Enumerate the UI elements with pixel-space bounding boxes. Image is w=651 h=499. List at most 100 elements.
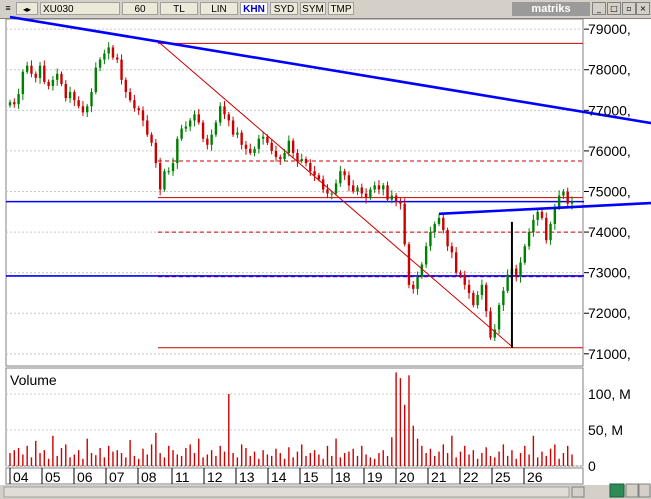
candle-body [197,114,200,123]
candle-body [86,106,89,113]
candle-body [137,108,140,111]
period-button[interactable]: 60 [122,2,158,15]
candle-body [442,217,445,231]
candle-body [25,65,29,72]
volume-tick-label: 0 [588,458,596,474]
candle-body [437,217,441,224]
dropdown-arrow-icon[interactable]: ◂▸ [16,2,38,15]
candle-body [30,65,33,74]
price-tick-label: 79000, [588,21,631,37]
candle-body [171,163,175,172]
time-tick-label: 26 [527,469,543,485]
candle-body [261,136,265,139]
candle-body [107,47,110,54]
candle-body [472,292,475,306]
scrollbar[interactable] [0,483,651,499]
candle-body [433,223,436,233]
candle-body [150,134,153,143]
candle-body [309,163,312,172]
candle-body [459,272,462,275]
currency-button[interactable]: TL [160,2,198,15]
volume-panel-frame [5,367,584,467]
candle-body [13,102,16,105]
time-tick-label: 04 [13,469,29,485]
candle-body [279,156,282,160]
price-tick-label: 77000, [588,102,631,118]
linear-scale-button[interactable]: LIN [200,2,238,15]
candle-body [68,92,72,99]
candle-body [219,106,222,123]
candles [8,42,574,342]
candle-body [283,152,286,160]
candle-body [111,47,115,58]
scroll-left-icon [625,483,639,498]
candle-body [81,106,85,113]
khn-button[interactable]: KHN [240,2,268,15]
candle-body [103,53,106,60]
symbol-field[interactable]: XU030 [40,2,120,15]
toolbar: ≡ ◂▸ XU030 60 TL LIN KHN SYD SYM TMP mat… [0,0,651,19]
candle-body [64,83,67,99]
time-tick-label: 14 [271,469,287,485]
price-tick-label: 75000, [588,183,631,199]
candle-body [399,201,402,204]
candle-body [352,185,355,192]
scroll-right-button [571,486,585,498]
sym-button[interactable]: SYM [300,2,326,15]
menu-icon[interactable]: ≡ [2,2,14,15]
time-tick-label: 22 [463,469,479,485]
candle-body [467,284,471,293]
restore-icon[interactable]: ▫ [622,2,636,15]
time-tick-label: 19 [367,469,383,485]
price-tick-label: 71000, [588,346,631,362]
candle-body [429,232,432,247]
price-tick-label: 78000, [588,62,631,78]
candle-body [51,79,55,86]
candle-body [206,138,209,145]
trendline [438,201,651,216]
candle-body [227,114,230,121]
candle-body [519,262,522,277]
candle-body [21,71,25,95]
candle-body [128,92,132,101]
candle-body [304,159,308,164]
candle-body [253,148,256,153]
trendline [159,42,514,349]
candle-body [497,305,501,330]
candle-body [557,195,561,208]
candle-body [412,284,415,289]
candle-body [300,159,303,162]
scrollbar-thumb [3,486,570,498]
candle-body [141,110,145,121]
close-icon[interactable]: × [636,2,650,15]
candle-body [545,217,548,241]
candle-body [326,189,329,194]
volume-panel: Volume 0 50, M 100, M [5,367,631,474]
candle-body [38,65,42,78]
candle-body [493,329,496,338]
time-tick-label: 07 [109,469,125,485]
candle-body [116,57,119,60]
candle-body [231,120,235,135]
candle-body [476,294,479,306]
candle-body [163,171,166,190]
candle-body [403,203,406,245]
candle-body [407,244,411,285]
syd-button[interactable]: SYD [270,2,298,15]
candle-body [570,201,574,204]
candle-body [553,207,557,224]
candle-body [523,246,527,263]
tmp-button[interactable]: TMP [328,2,354,15]
candle-body [188,120,192,127]
time-tick-label: 08 [141,469,157,485]
time-axis: 04 05 06 07 08 11 12 13 14 15 18 19 20 21 22 25 26 [5,467,584,485]
candle-body [158,163,162,190]
candle-body [386,185,389,200]
candle-body [515,268,518,277]
minimize-icon[interactable]: _ [592,2,606,15]
maximize-icon[interactable]: □ [607,2,621,15]
price-grid [5,18,584,367]
candle-body [382,185,385,190]
